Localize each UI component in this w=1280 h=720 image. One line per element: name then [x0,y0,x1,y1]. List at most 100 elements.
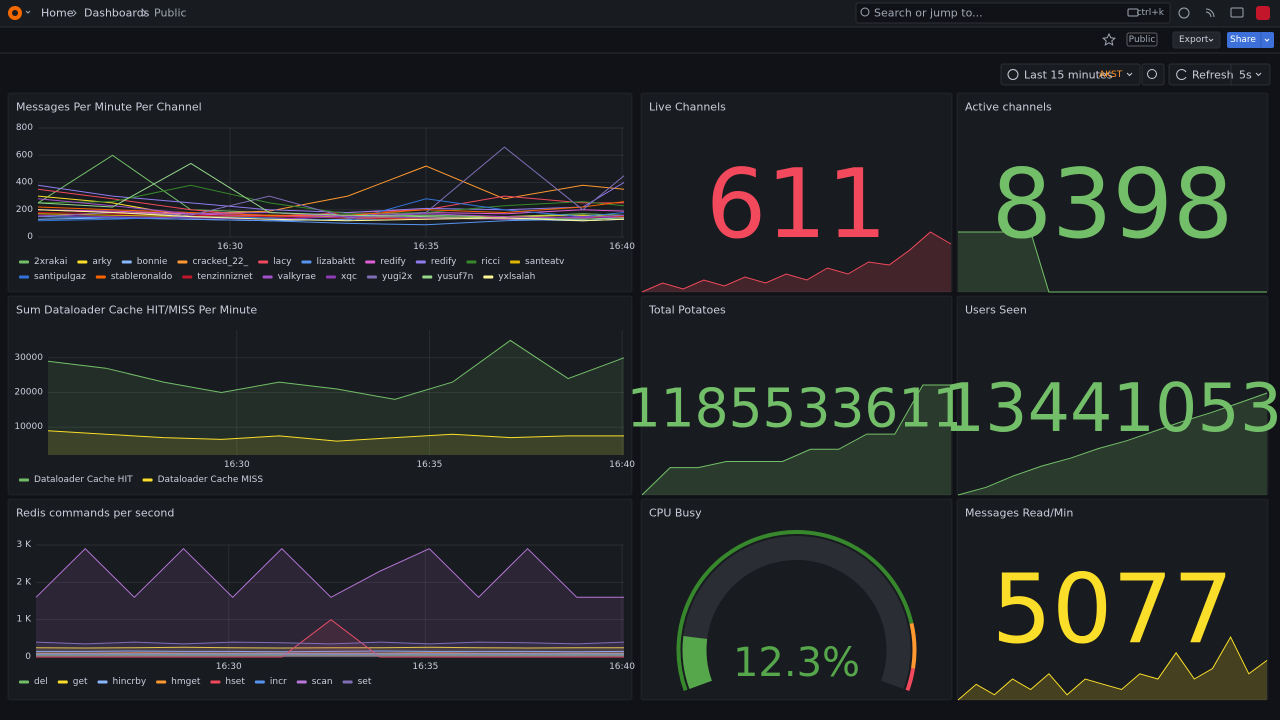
legend-swatch[interactable] [415,260,426,264]
share-button[interactable] [1227,32,1274,48]
legend-label[interactable]: Dataloader Cache MISS [158,475,264,485]
legend-label[interactable]: santipulgaz [34,272,86,282]
y-tick-label: 20000 [14,388,43,398]
gauge-track [682,536,911,689]
legend-label[interactable]: yxlsalah [498,272,535,282]
y-tick-label: 10000 [14,422,43,432]
legend-swatch[interactable] [422,275,433,279]
legend-label[interactable]: santeatv [525,257,565,267]
legend-swatch[interactable] [254,680,265,684]
news-icon[interactable] [1205,8,1215,18]
legend-label[interactable]: redify [380,257,406,267]
legend-label[interactable]: hmget [171,677,201,687]
legend-label[interactable]: tenzinniznet [197,272,253,282]
legend-swatch[interactable] [182,275,193,279]
search-box[interactable] [855,2,1171,24]
legend-label[interactable]: del [34,677,48,687]
stat-value: 5077 [992,555,1234,665]
x-tick-label: 16:30 [216,662,242,672]
legend-label[interactable]: ricci [481,257,500,267]
legend-label[interactable]: scan [312,677,333,687]
legend-label[interactable]: yusuf7n [437,272,473,282]
y-tick-label: 400 [16,178,33,188]
chevron [1208,38,1214,42]
series-line [35,646,624,649]
y-tick-label: 2 K [17,577,33,587]
panel [7,295,633,496]
panel-title: Messages Per Minute Per Channel [16,101,202,114]
legend-swatch[interactable] [210,680,221,684]
legend-label[interactable]: hincrby [113,677,147,687]
legend-swatch[interactable] [77,260,88,264]
legend-label[interactable]: stableronaldo [111,272,173,282]
legend-label[interactable]: yugi2x [382,272,413,282]
legend-label[interactable]: bonnie [137,257,168,267]
legend-swatch[interactable] [296,680,307,684]
legend-swatch[interactable] [262,275,273,279]
legend-label[interactable]: Dataloader Cache HIT [34,475,133,485]
legend-label[interactable]: lizabaktt [316,257,355,267]
legend-swatch[interactable] [366,275,377,279]
legend-swatch[interactable] [342,680,353,684]
panel [956,295,1269,496]
legend-swatch[interactable] [142,478,153,482]
x-tick-label: 16:35 [413,242,439,252]
zoom-out[interactable] [1141,63,1165,86]
breadcrumb[interactable]: Home [41,7,74,20]
legend-swatch[interactable] [19,275,29,279]
legend-label[interactable]: xqc [341,272,357,282]
time-picker[interactable] [1000,63,1141,86]
legend-swatch[interactable] [57,680,68,684]
help-icon[interactable] [1178,7,1190,19]
legend-swatch[interactable] [95,275,106,279]
legend-swatch[interactable] [19,260,29,264]
x-tick-label: 16:35 [412,662,438,672]
series-line [47,430,624,442]
legend-swatch[interactable] [466,260,477,264]
export-button[interactable] [1172,31,1221,49]
legend-label[interactable]: valkyrae [278,272,317,282]
legend-swatch[interactable] [121,260,132,264]
legend-label[interactable]: lacy [273,257,292,267]
legend-swatch[interactable] [325,275,336,279]
panel-title: Sum Dataloader Cache HIT/MISS Per Minute [16,304,257,317]
refresh-picker[interactable] [1168,63,1271,86]
legend-swatch[interactable] [510,260,521,264]
series-line [47,339,625,400]
series-line [37,209,625,222]
legend-swatch[interactable] [301,260,312,264]
sparkline [641,231,952,293]
legend-label[interactable]: get [73,677,88,687]
legend-label[interactable]: 2xrakai [34,257,67,267]
gauge-threshold [909,623,917,669]
legend-swatch[interactable] [258,260,269,264]
panel [640,498,953,701]
avatar[interactable] [1256,6,1270,20]
sparkline-area [958,637,1267,700]
panel-title: Total Potatoes [648,304,726,317]
legend-label[interactable]: arky [92,257,112,267]
legend-swatch[interactable] [97,680,108,684]
star-icon[interactable] [1102,32,1116,46]
stat-value: 8398 [992,150,1234,260]
legend-swatch[interactable] [177,260,188,264]
legend-swatch[interactable] [19,478,29,482]
profile-icon[interactable] [1230,7,1244,18]
time-range: Last 15 minutes [1024,69,1113,82]
legend-swatch[interactable] [19,680,29,684]
legend-swatch[interactable] [156,680,167,684]
stat-value: 13441053 [943,369,1280,447]
keyboard-icon [1127,8,1139,17]
legend-label[interactable]: redify [431,257,457,267]
legend-label[interactable]: hset [225,677,245,687]
legend-label[interactable]: incr [270,677,287,687]
legend-label[interactable]: cracked_22_ [192,257,248,267]
panel-title: Users Seen [965,304,1027,317]
series-line [35,547,624,599]
legend-swatch[interactable] [483,275,494,279]
legend-label[interactable]: set [358,677,372,687]
y-tick-label: 30000 [14,353,43,363]
breadcrumb[interactable]: Dashboards [84,7,150,20]
legend-swatch[interactable] [365,260,376,264]
